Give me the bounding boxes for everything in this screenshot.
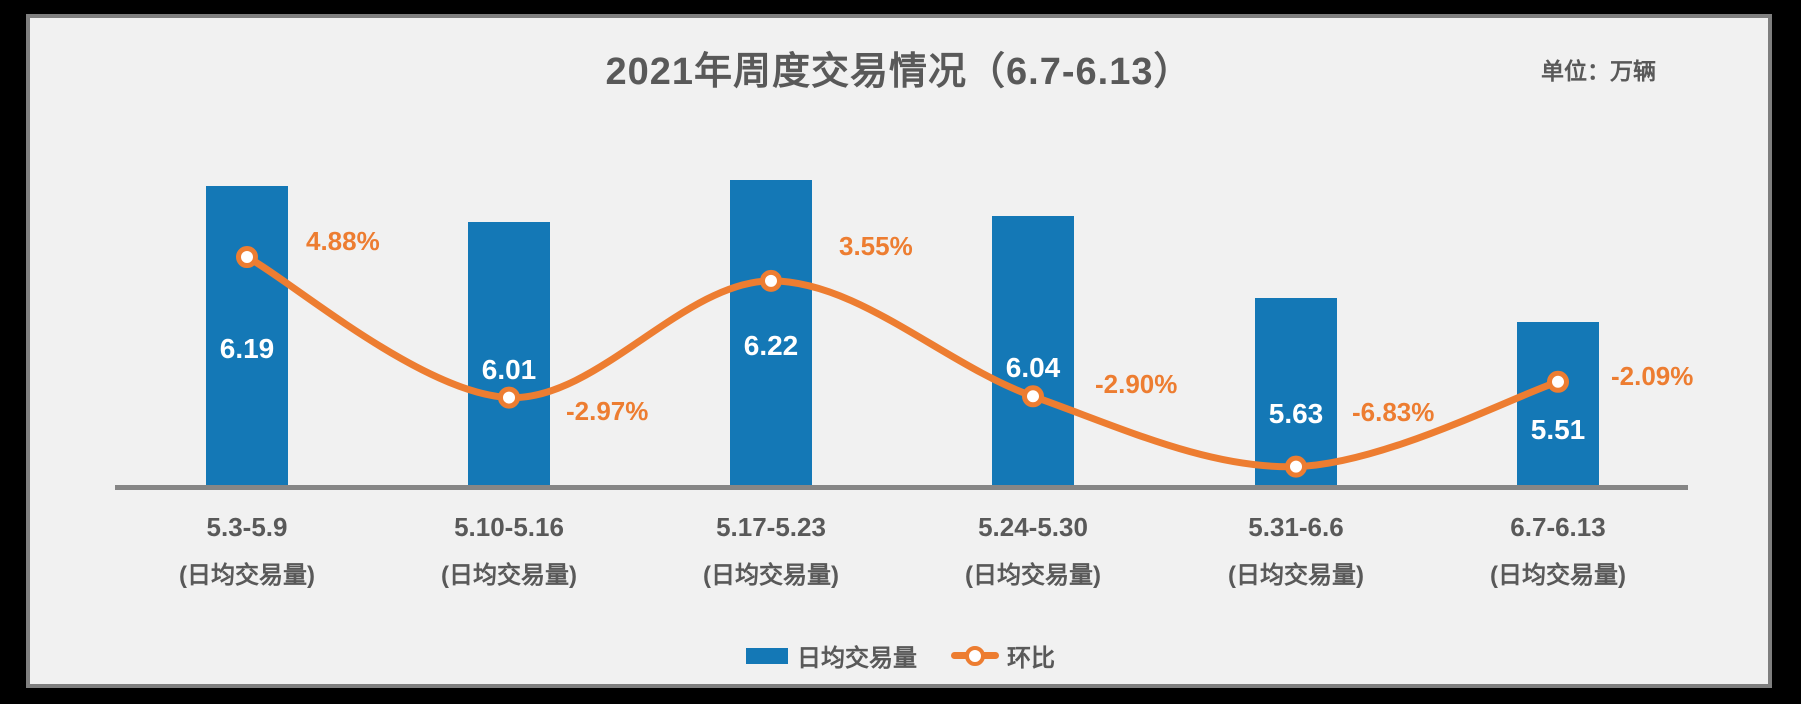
legend-bar-label: 日均交易量 — [797, 645, 917, 672]
unit-label: 单位：万辆 — [1541, 58, 1656, 84]
line-marker-5.3-5.9 — [236, 246, 258, 269]
line-marker-5.10-5.16 — [498, 386, 520, 409]
bar-5.31-6.6 — [1255, 298, 1337, 487]
bar-5.10-5.16 — [468, 222, 550, 487]
legend-item-bar: 日均交易量 — [746, 638, 917, 673]
legend-item-line: 环比 — [951, 638, 1055, 673]
bar-5.24-5.30 — [992, 216, 1074, 487]
bar-5.3-5.9 — [206, 186, 288, 487]
line-marker-6.7-6.13 — [1547, 370, 1569, 393]
x-axis-line — [115, 485, 1688, 490]
legend: 日均交易量 环比 — [0, 638, 1801, 673]
line-marker-5.24-5.30 — [1022, 385, 1044, 408]
line-series-path — [243, 253, 1562, 471]
line-marker-5.17-5.23 — [760, 269, 782, 292]
chart-panel — [26, 14, 1772, 688]
chart-title: 2021年周度交易情况（6.7-6.13） — [605, 51, 1193, 93]
line-series-marker-icon — [951, 645, 999, 666]
line-marker-5.31-6.6 — [1285, 455, 1307, 478]
bar-6.7-6.13 — [1517, 322, 1599, 487]
legend-line-label: 环比 — [1007, 645, 1055, 672]
bar-series-swatch — [746, 647, 788, 664]
bar-5.17-5.23 — [730, 180, 812, 487]
